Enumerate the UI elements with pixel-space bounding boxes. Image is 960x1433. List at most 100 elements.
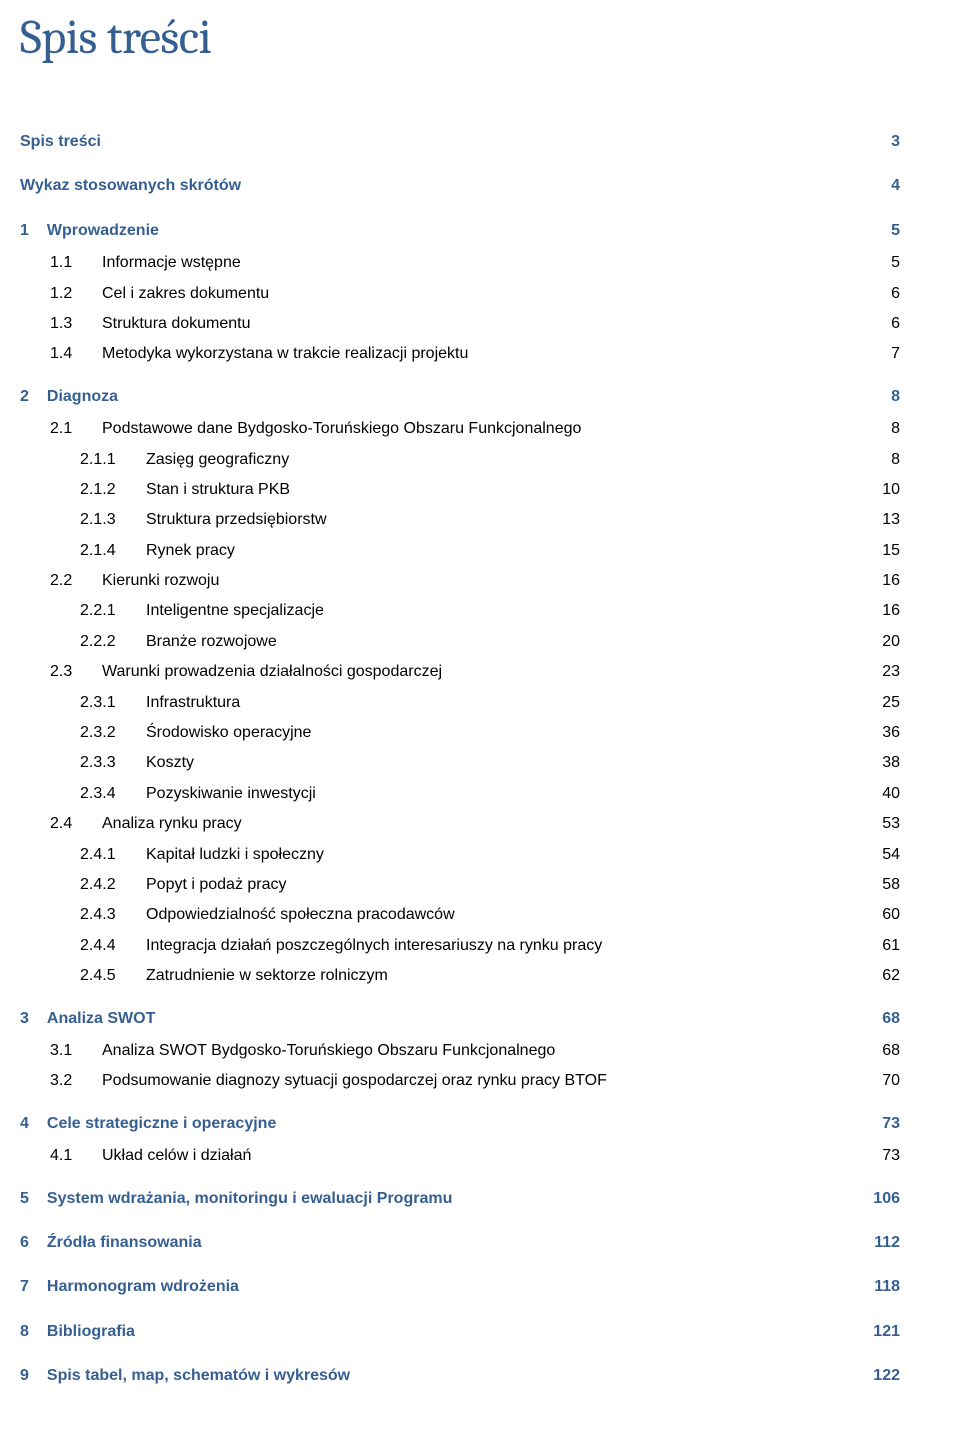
toc-entry[interactable]: 9Spis tabel, map, schematów i wykresów12… [20,1349,900,1393]
toc-entry-page: 5 [860,216,900,246]
toc-entry[interactable]: 7Harmonogram wdrożenia118 [20,1260,900,1304]
toc-entry[interactable]: 2Diagnoza8 [20,370,900,414]
toc-entry-text: Struktura dokumentu [102,315,251,332]
toc-entry-page: 5 [860,248,900,278]
toc-entry-text: Inteligentne specjalizacje [146,602,324,619]
toc-entry-number: 3 [20,1004,29,1034]
toc-entry-number: 8 [20,1317,29,1347]
toc-entry-label: 3.1 Analiza SWOT Bydgosko-Toruńskiego Obs… [20,1036,860,1066]
toc-entry-number: 2.1.1 [80,445,128,475]
toc-entry-label: 5System wdrażania, monitoringu i ewaluac… [20,1184,860,1214]
toc-entry-number: 2.4.4 [80,931,128,961]
toc-entry-label: 2.1.2 Stan i struktura PKB [20,475,860,505]
toc-entry-label: 2.3.4Pozyskiwanie inwestycji [20,779,860,809]
toc-entry[interactable]: 2.3Warunki prowadzenia działalności gosp… [20,657,900,687]
toc-entry-number: 2.2.1 [80,596,128,626]
toc-entry[interactable]: 1.4Metodyka wykorzystana w trakcie reali… [20,339,900,369]
toc-entry-number: 2.1.2 [80,475,128,505]
toc-entry-text: Kierunki rozwoju [102,572,219,589]
toc-entry[interactable]: 3.2Podsumowanie diagnozy sytuacji gospod… [20,1066,900,1096]
toc-entry-number: 1.3 [50,309,84,339]
toc-entry-text: Bibliografia [47,1323,135,1340]
toc-entry-label: 1.2Cel i zakres dokumentu [20,279,860,309]
toc-entry-number: 1 [20,216,29,246]
toc-entry-label: 1.1Informacje wstępne [20,248,860,278]
toc-entry[interactable]: 2.2.1Inteligentne specjalizacje16 [20,596,900,626]
toc-entry[interactable]: 2.2.2Branże rozwojowe20 [20,627,900,657]
toc-entry-label: 2.2.1 Inteligentne specjalizacje [20,596,860,626]
toc-entry[interactable]: 6Źródła finansowania112 [20,1216,900,1260]
toc-entry[interactable]: 2.1.3Struktura przedsiębiorstw13 [20,505,900,535]
toc-entry[interactable]: 2.1.2Stan i struktura PKB10 [20,475,900,505]
toc-entry[interactable]: 2.4.3Odpowiedzialność społeczna pracodaw… [20,900,900,930]
toc-entry-number: 6 [20,1228,29,1258]
toc-entry-text: Spis treści [20,133,101,150]
toc-entry-label: 4.1Układ celów i działań [20,1141,860,1171]
toc-entry[interactable]: 5System wdrażania, monitoringu i ewaluac… [20,1172,900,1216]
toc-entry-page: 106 [860,1184,900,1214]
toc-entry[interactable]: 1Wprowadzenie5 [20,204,900,248]
toc-entry-number: 4.1 [50,1141,84,1171]
toc-entry-label: 4Cele strategiczne i operacyjne [20,1109,860,1139]
toc-entry[interactable]: 2.1.4Rynek pracy15 [20,536,900,566]
toc-entry-page: 122 [860,1361,900,1391]
toc-entry[interactable]: 2.4Analiza rynku pracy53 [20,809,900,839]
toc-entry-label: 7Harmonogram wdrożenia [20,1272,860,1302]
toc-entry-page: 68 [860,1004,900,1034]
toc-entry-text: Analiza SWOT Bydgosko-Toruńskiego Obszar… [102,1042,555,1059]
toc-entry-number: 3.1 [50,1036,84,1066]
toc-entry-text: Cele strategiczne i operacyjne [47,1115,276,1132]
toc-entry-page: 20 [860,627,900,657]
toc-entry-label: 2.4.4 Integracja działań poszczególnych i… [20,931,860,961]
toc-entry[interactable]: 1.1Informacje wstępne5 [20,248,900,278]
toc-entry-label: 2.3.3Koszty [20,748,860,778]
toc-entry-text: Infrastruktura [146,694,240,711]
toc-entry[interactable]: 4.1Układ celów i działań73 [20,1141,900,1171]
toc-entry[interactable]: 2.1Podstawowe dane Bydgosko-Toruńskiego … [20,414,900,444]
toc-entry[interactable]: 2.4.4 Integracja działań poszczególnych i… [20,931,900,961]
toc-entry-label: 2.4Analiza rynku pracy [20,809,860,839]
toc-entry-label: 2.2 Kierunki rozwoju [20,566,860,596]
toc-entry-number: 1.4 [50,339,84,369]
toc-entry-text: Zasięg geograficzny [146,451,289,468]
toc-entry-text: Podsumowanie diagnozy sytuacji gospodarc… [102,1072,607,1089]
toc-entry[interactable]: 2.4.2Popyt i podaż pracy58 [20,870,900,900]
toc-entry-number: 2.3.2 [80,718,128,748]
toc-entry[interactable]: 1.3Struktura dokumentu6 [20,309,900,339]
toc-entry-page: 73 [860,1109,900,1139]
toc-entry-label: 2.1Podstawowe dane Bydgosko-Toruńskiego … [20,414,860,444]
toc-entry-page: 53 [860,809,900,839]
toc-entry[interactable]: 3.1 Analiza SWOT Bydgosko-Toruńskiego Obs… [20,1036,900,1066]
toc-entry-text: Integracja działań poszczególnych intere… [146,937,602,954]
toc-entry[interactable]: 2.3.3Koszty38 [20,748,900,778]
toc-entry-page: 15 [860,536,900,566]
toc-entry-label: 8 Bibliografia [20,1317,860,1347]
toc-entry[interactable]: 3Analiza SWOT68 [20,992,900,1036]
table-of-contents: Spis treści3Wykaz stosowanych skrótów41W… [20,115,900,1393]
toc-entry-label: Spis treści [20,127,860,157]
toc-entry-page: 118 [860,1272,900,1302]
toc-entry[interactable]: Wykaz stosowanych skrótów4 [20,159,900,203]
toc-entry-page: 16 [860,566,900,596]
toc-entry[interactable]: 2.3.2Środowisko operacyjne36 [20,718,900,748]
toc-entry[interactable]: 1.2Cel i zakres dokumentu6 [20,279,900,309]
toc-entry-number: 2.2 [50,566,84,596]
toc-entry-number: 2.4.5 [80,961,128,991]
toc-entry-text: Popyt i podaż pracy [146,876,287,893]
toc-entry[interactable]: 2.3.4Pozyskiwanie inwestycji40 [20,779,900,809]
toc-entry[interactable]: 2.3.1Infrastruktura25 [20,688,900,718]
toc-entry[interactable]: 2.2 Kierunki rozwoju 16 [20,566,900,596]
toc-entry-label: 2.2.2Branże rozwojowe [20,627,860,657]
toc-entry[interactable]: 8Bibliografia121 [20,1305,900,1349]
toc-entry[interactable]: 2.4.5Zatrudnienie w sektorze rolniczym62 [20,961,900,991]
toc-entry-page: 3 [860,127,900,157]
toc-entry-text: Stan i struktura PKB [146,481,290,498]
toc-entry[interactable]: 2.1.1 Zasięg geograficzny 8 [20,445,900,475]
toc-entry-text: Warunki prowadzenia działalności gospoda… [102,663,442,680]
toc-entry[interactable]: 2.4.1Kapitał ludzki i społeczny54 [20,840,900,870]
toc-entry[interactable]: Spis treści 3 [20,115,900,159]
toc-entry-page: 8 [860,445,900,475]
toc-entry[interactable]: 4Cele strategiczne i operacyjne73 [20,1097,900,1141]
toc-entry-label: 1Wprowadzenie [20,216,860,246]
toc-entry-text: Branże rozwojowe [146,633,277,650]
